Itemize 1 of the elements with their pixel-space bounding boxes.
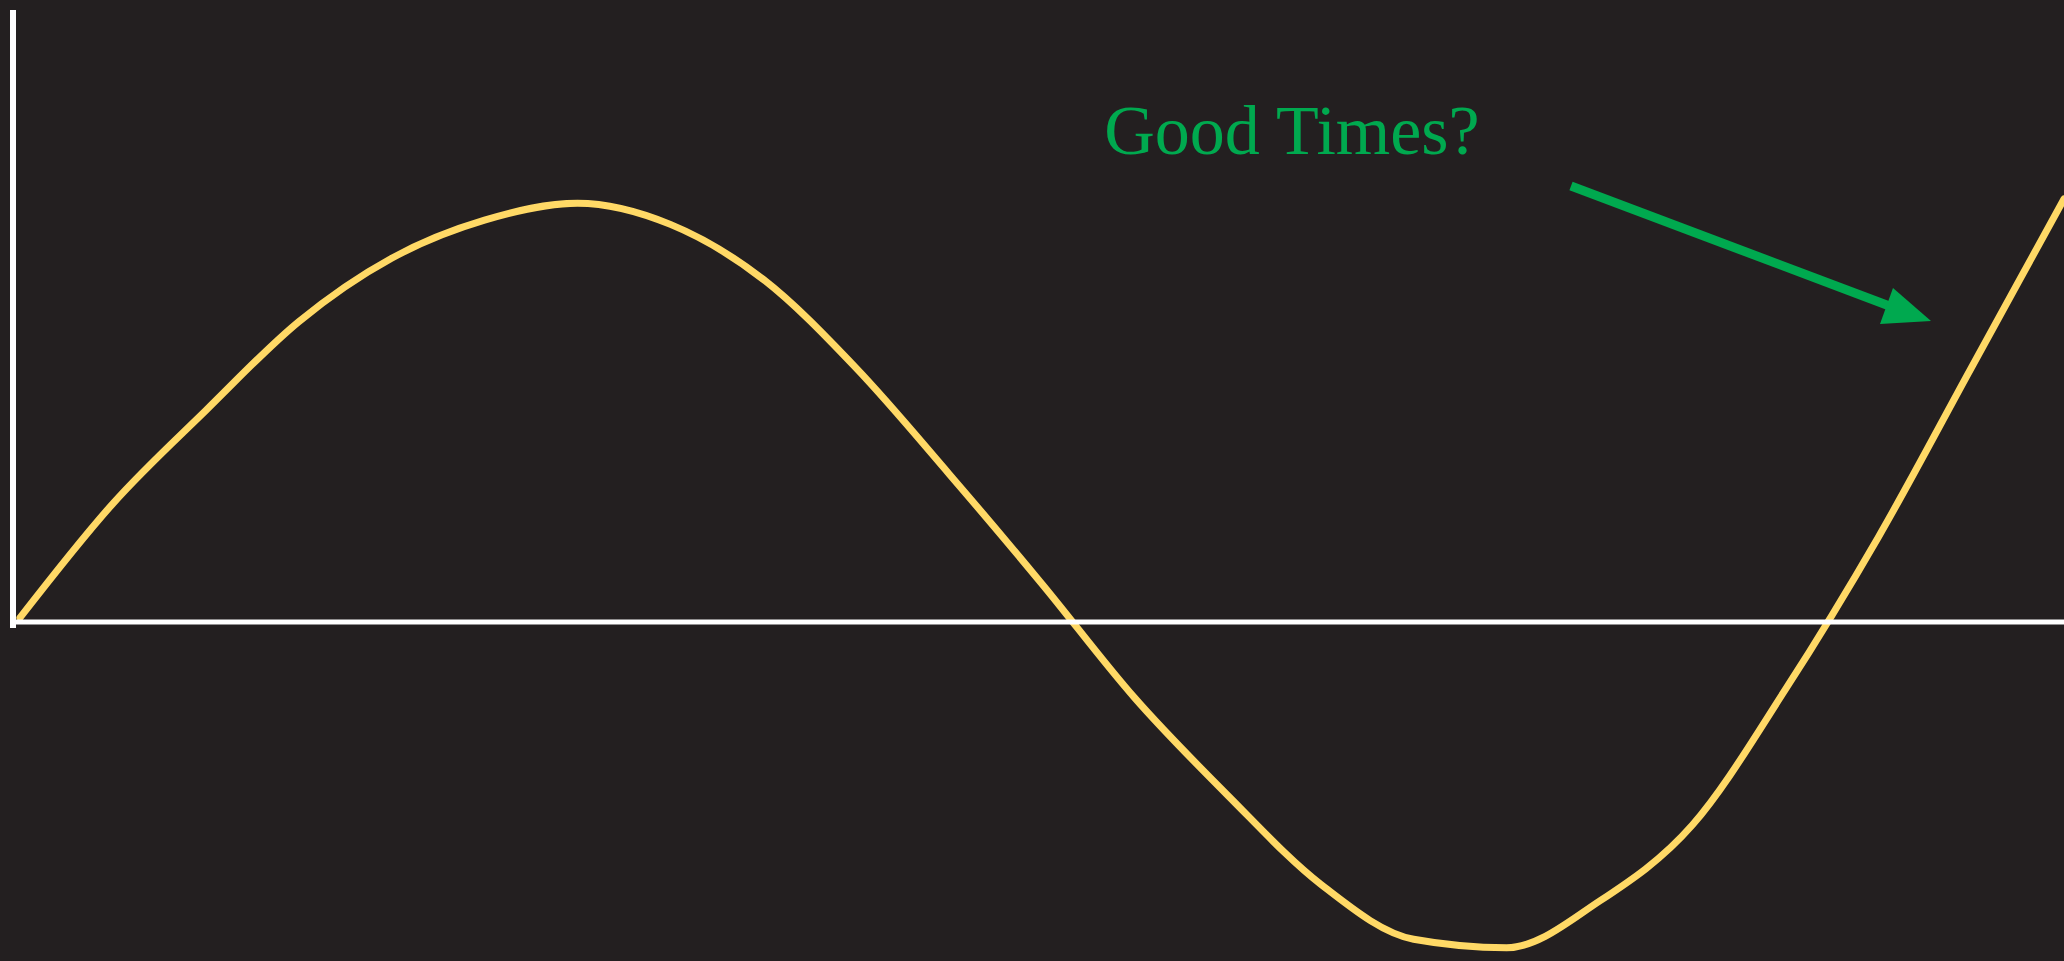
text: Good Times?	[1104, 92, 1480, 169]
